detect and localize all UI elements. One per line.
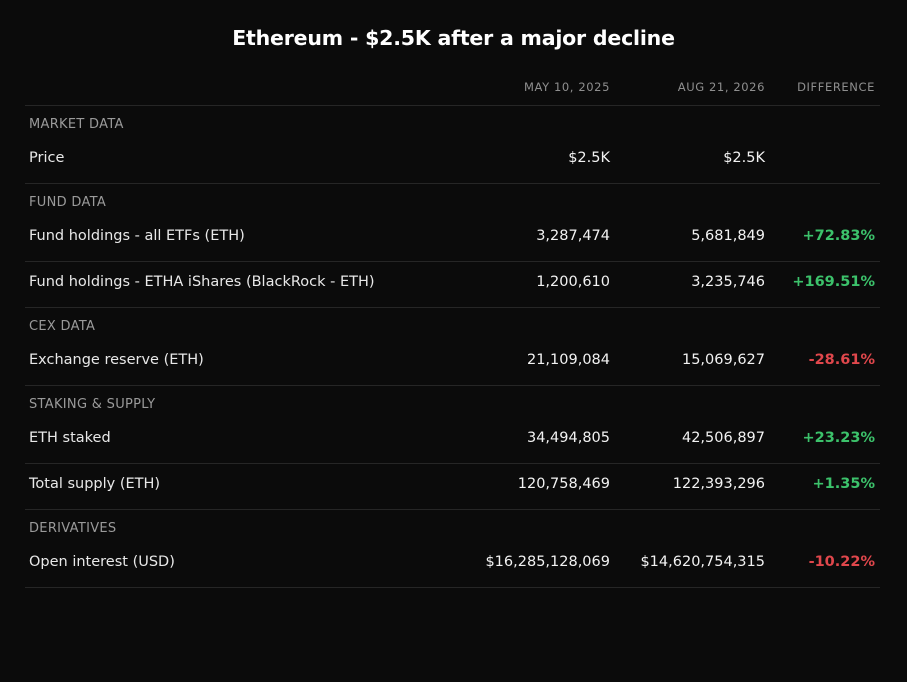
section-fund-data: FUND DATA Fund holdings - all ETFs (ETH)… xyxy=(25,184,880,262)
comparison-table: MAY 10, 2025 AUG 21, 2026 DIFFERENCE MAR… xyxy=(25,71,880,588)
table-row: Total supply (ETH) 120,758,469 122,393,2… xyxy=(25,464,880,510)
table-row: ETH staked 34,494,805 42,506,897 +23.23% xyxy=(25,418,880,464)
section-label: MARKET DATA xyxy=(29,117,124,132)
value-difference: -10.22% xyxy=(808,554,875,570)
row-label: Exchange reserve (ETH) xyxy=(29,352,204,368)
table-row: Fund holdings - all ETFs (ETH) 3,287,474… xyxy=(25,216,880,262)
value-difference: +72.83% xyxy=(802,228,875,244)
value-date1: $2.5K xyxy=(568,150,610,166)
value-date2: 122,393,296 xyxy=(672,476,765,492)
value-difference: -28.61% xyxy=(808,352,875,368)
section-label: STAKING & SUPPLY xyxy=(29,397,156,412)
row-label: Fund holdings - all ETFs (ETH) xyxy=(29,228,245,244)
row-label: Open interest (USD) xyxy=(29,554,175,570)
table-row: Exchange reserve (ETH) 21,109,084 15,069… xyxy=(25,340,880,386)
value-date2: 5,681,849 xyxy=(691,228,765,244)
value-difference: +1.35% xyxy=(812,476,875,492)
column-header-date2: AUG 21, 2026 xyxy=(677,80,765,94)
value-difference: +169.51% xyxy=(792,274,875,290)
column-header-difference: DIFFERENCE xyxy=(797,80,875,94)
row-label: ETH staked xyxy=(29,430,111,446)
section-label: FUND DATA xyxy=(29,195,107,210)
section-market-data: MARKET DATA Price $2.5K $2.5K xyxy=(25,106,880,184)
row-label: Total supply (ETH) xyxy=(29,476,161,492)
value-date1: 120,758,469 xyxy=(517,476,610,492)
value-date1: 3,287,474 xyxy=(536,228,610,244)
row-label: Fund holdings - ETHA iShares (BlackRock … xyxy=(29,274,375,290)
table-row: Price $2.5K $2.5K xyxy=(25,138,880,184)
section-staking-supply: STAKING & SUPPLY ETH staked 34,494,805 4… xyxy=(25,386,880,464)
value-date1: 1,200,610 xyxy=(536,274,610,290)
value-date1: 34,494,805 xyxy=(526,430,610,446)
value-date2: 3,235,746 xyxy=(691,274,765,290)
value-date1: $16,285,128,069 xyxy=(485,554,610,570)
table-row: Open interest (USD) $16,285,128,069 $14,… xyxy=(25,542,880,588)
value-date2: $2.5K xyxy=(723,150,765,166)
value-date2: 15,069,627 xyxy=(681,352,765,368)
value-date2: 42,506,897 xyxy=(681,430,765,446)
section-cex-data: CEX DATA Exchange reserve (ETH) 21,109,0… xyxy=(25,308,880,386)
section-label: CEX DATA xyxy=(29,319,96,334)
column-header-date1: MAY 10, 2025 xyxy=(524,80,610,94)
value-difference: +23.23% xyxy=(802,430,875,446)
page-title: Ethereum - $2.5K after a major decline xyxy=(232,26,675,50)
section-label: DERIVATIVES xyxy=(29,521,117,536)
row-label: Price xyxy=(29,150,65,166)
value-date2: $14,620,754,315 xyxy=(640,554,765,570)
table-row: Fund holdings - ETHA iShares (BlackRock … xyxy=(25,262,880,308)
table-header: MAY 10, 2025 AUG 21, 2026 DIFFERENCE xyxy=(25,71,880,106)
section-derivatives: DERIVATIVES Open interest (USD) $16,285,… xyxy=(25,510,880,588)
value-date1: 21,109,084 xyxy=(526,352,610,368)
